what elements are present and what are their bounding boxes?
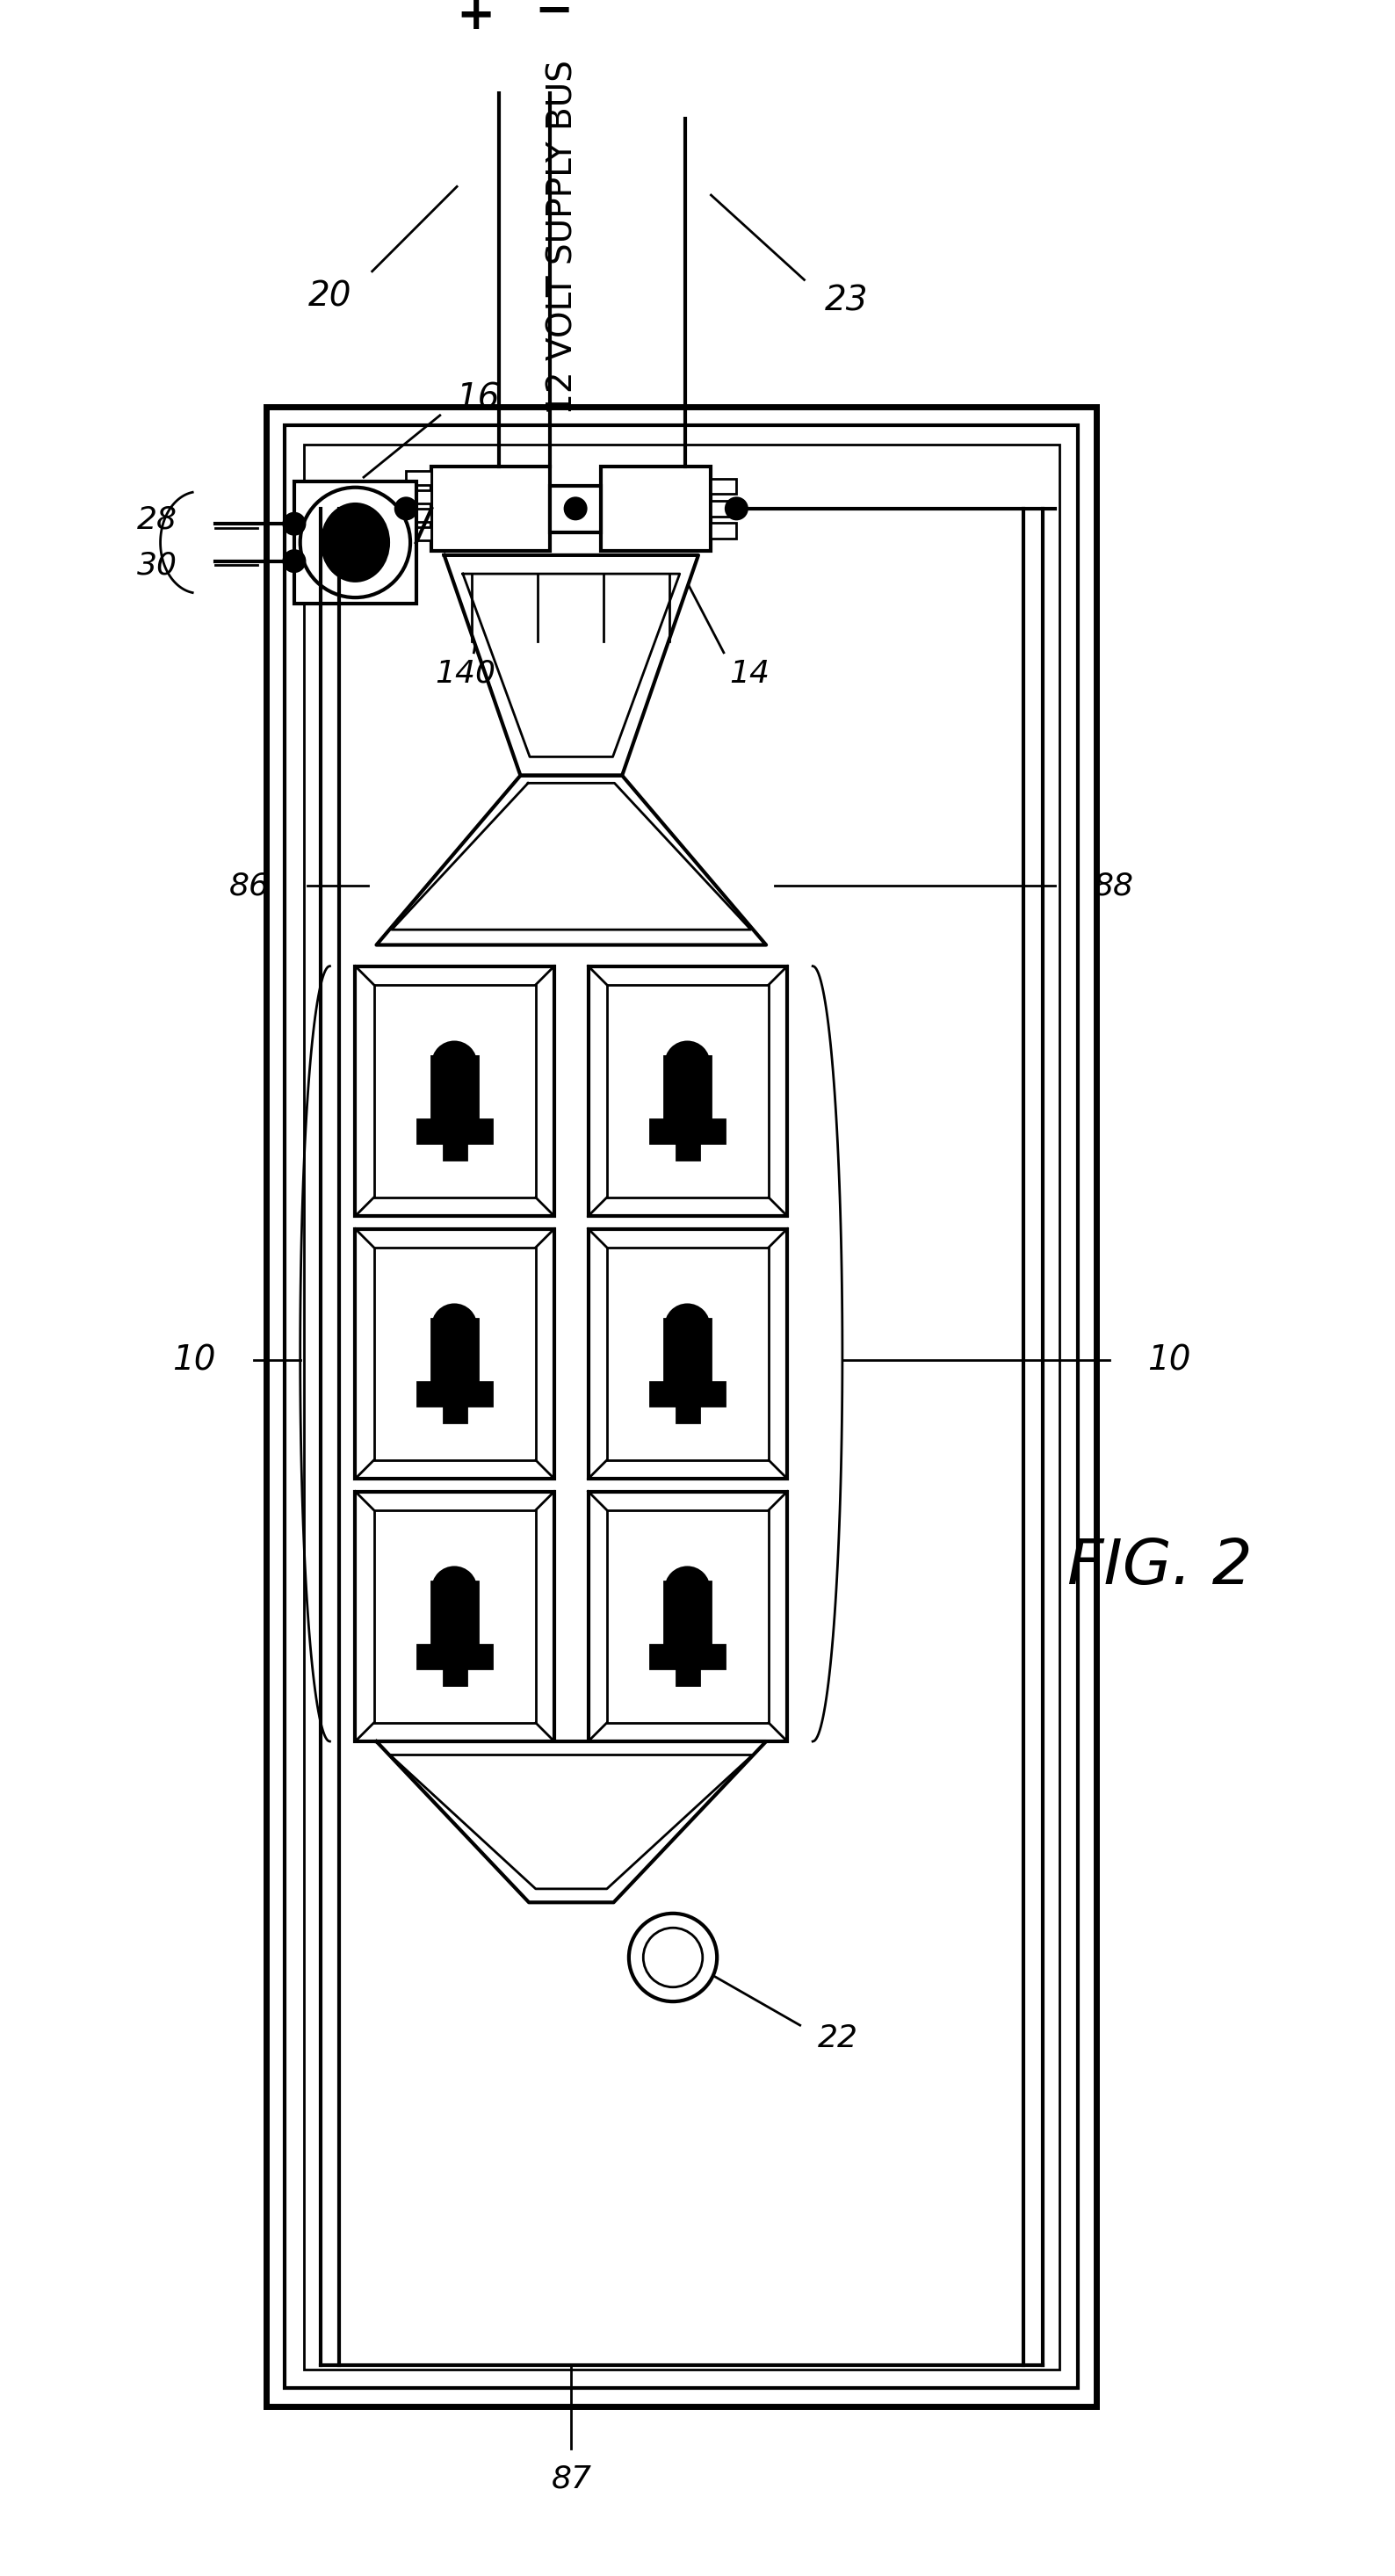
Text: 23: 23	[824, 283, 868, 317]
Circle shape	[564, 497, 587, 520]
Bar	[406, 489, 431, 502]
Text: −: −	[534, 0, 573, 33]
Bar	[711, 479, 737, 495]
Ellipse shape	[322, 505, 388, 580]
Text: 20: 20	[308, 281, 352, 314]
Circle shape	[282, 513, 306, 536]
Bar	[294, 482, 416, 603]
Text: 28: 28	[137, 505, 177, 533]
Bar	[304, 443, 1059, 2370]
Circle shape	[431, 1303, 477, 1350]
Text: 88: 88	[1094, 871, 1134, 902]
Text: 16: 16	[456, 381, 499, 415]
Bar	[711, 500, 737, 515]
Bar	[589, 1492, 787, 1741]
Bar	[601, 466, 711, 551]
Bar	[417, 1383, 491, 1406]
Bar	[266, 407, 1096, 2406]
Circle shape	[724, 497, 748, 520]
Polygon shape	[377, 1741, 766, 1904]
Circle shape	[643, 1927, 703, 1986]
Bar	[664, 1056, 711, 1121]
Bar	[431, 1582, 478, 1646]
Bar	[650, 1383, 724, 1406]
Bar	[444, 1141, 466, 1159]
Bar	[356, 1492, 554, 1741]
Bar	[431, 1319, 478, 1383]
Circle shape	[282, 549, 306, 572]
Text: 30: 30	[137, 551, 177, 580]
Circle shape	[664, 1041, 710, 1087]
Text: +: +	[456, 0, 495, 39]
Text: 10: 10	[172, 1345, 215, 1376]
Text: 87: 87	[551, 2463, 591, 2494]
Polygon shape	[444, 556, 699, 775]
Bar	[550, 487, 601, 533]
Bar	[664, 1582, 711, 1646]
Text: 10: 10	[1147, 1345, 1191, 1376]
Bar	[607, 984, 769, 1198]
Bar	[417, 1121, 491, 1144]
Circle shape	[664, 1566, 710, 1613]
Text: 12 VOLT SUPPLY BUS: 12 VOLT SUPPLY BUS	[545, 59, 579, 415]
Bar	[650, 1646, 724, 1669]
Bar	[406, 528, 431, 541]
Bar	[650, 1121, 724, 1144]
Circle shape	[664, 1303, 710, 1350]
Text: 86: 86	[229, 871, 269, 902]
Bar	[406, 507, 431, 523]
Bar	[444, 1667, 466, 1685]
Bar	[589, 1229, 787, 1479]
Bar	[285, 425, 1078, 2388]
Bar	[664, 1319, 711, 1383]
Bar	[444, 1404, 466, 1422]
Bar	[711, 523, 737, 538]
Bar	[431, 466, 550, 551]
Bar	[406, 471, 431, 484]
Circle shape	[431, 1566, 477, 1613]
Bar	[677, 1404, 699, 1422]
Bar	[356, 966, 554, 1216]
Bar	[374, 1510, 536, 1723]
Text: 140: 140	[435, 659, 495, 688]
Circle shape	[395, 497, 418, 520]
Bar	[374, 1247, 536, 1461]
Polygon shape	[377, 775, 766, 945]
Bar	[677, 1667, 699, 1685]
Text: 14: 14	[730, 659, 770, 688]
Bar	[607, 1247, 769, 1461]
Text: 22: 22	[817, 2022, 858, 2053]
Bar	[431, 1056, 478, 1121]
Bar	[589, 966, 787, 1216]
Bar	[417, 1646, 491, 1669]
Circle shape	[629, 1914, 717, 2002]
Text: FIG. 2: FIG. 2	[1067, 1535, 1253, 1597]
Bar	[607, 1510, 769, 1723]
Bar	[356, 1229, 554, 1479]
Bar	[374, 984, 536, 1198]
Circle shape	[431, 1041, 477, 1087]
Bar	[677, 1141, 699, 1159]
